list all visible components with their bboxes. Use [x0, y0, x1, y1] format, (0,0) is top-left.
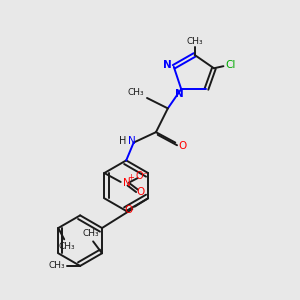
Text: N: N	[163, 60, 172, 70]
Text: CH₃: CH₃	[82, 230, 99, 238]
Text: +: +	[128, 173, 134, 182]
Text: O⁻: O⁻	[136, 171, 148, 181]
Text: CH₃: CH₃	[186, 37, 203, 46]
Text: CH₃: CH₃	[48, 261, 65, 270]
Text: CH₃: CH₃	[58, 242, 75, 251]
Text: N: N	[123, 178, 130, 188]
Text: Cl: Cl	[225, 60, 236, 70]
Text: CH₃: CH₃	[128, 88, 144, 97]
Text: O: O	[137, 188, 145, 197]
Text: O: O	[178, 140, 187, 151]
Text: N: N	[128, 136, 136, 146]
Text: H: H	[119, 136, 126, 146]
Text: O: O	[125, 205, 133, 214]
Text: N: N	[175, 88, 184, 98]
